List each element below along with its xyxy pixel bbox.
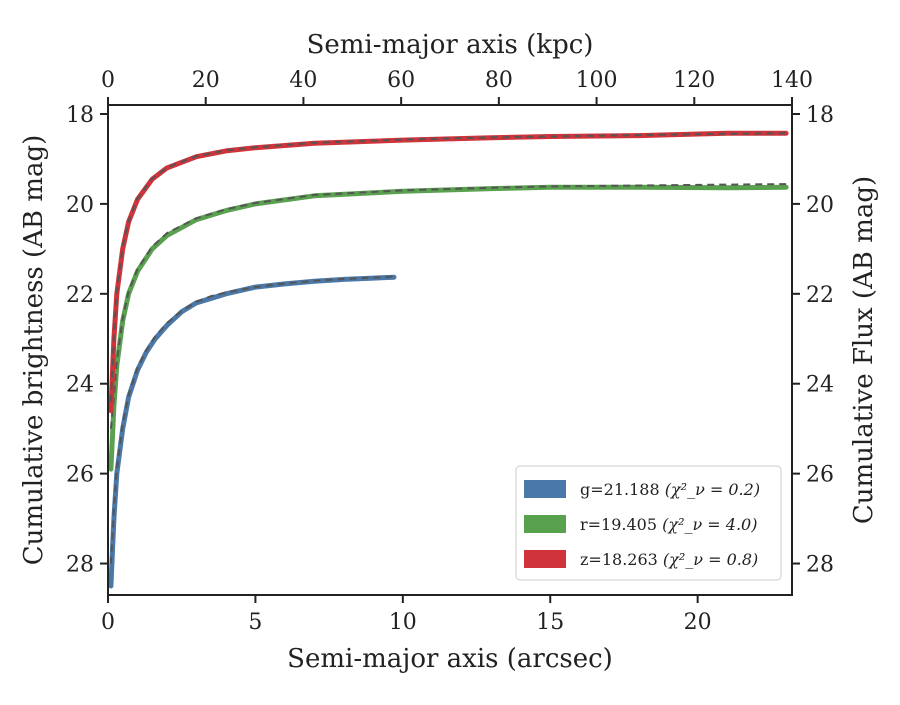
model-line-0 <box>109 275 395 564</box>
x-tick-label: 10 <box>389 610 417 635</box>
top-x-tick-label: 120 <box>673 68 715 93</box>
series-line-1 <box>108 184 789 472</box>
legend-box <box>515 465 782 581</box>
x-tick-label: 5 <box>248 610 262 635</box>
legend-swatch-0 <box>524 480 566 498</box>
model-line-1 <box>109 183 787 429</box>
x-tick-label: 20 <box>684 610 712 635</box>
y-tick-label: 18 <box>66 103 94 128</box>
legend-swatch-2 <box>524 550 566 568</box>
series-line-2 <box>108 130 789 414</box>
y-tick-label: 28 <box>66 553 94 578</box>
x-axis-title: Semi-major axis (arcsec) <box>287 644 613 674</box>
model-line-2 <box>109 132 787 402</box>
top-x-tick-label: 20 <box>192 68 220 93</box>
right-y-tick-label: 28 <box>806 553 834 578</box>
plot-frame <box>107 104 793 596</box>
right-y-tick-label: 22 <box>806 283 834 308</box>
right-y-tick-label: 20 <box>806 193 834 218</box>
top-x-tick-label: 80 <box>485 68 513 93</box>
y-tick-label: 20 <box>66 193 94 218</box>
curves-layer <box>108 130 789 589</box>
legend-swatch-1 <box>524 515 566 533</box>
y-axis-title: Cumulative brightness (AB mag) <box>19 135 49 566</box>
top-x-axis-title: Semi-major axis (kpc) <box>307 30 594 60</box>
ticks-layer: 0 5 10 15 20 0 20 40 60 80 100 120 140 18 18 20 20 22 22 24… <box>66 68 834 635</box>
top-x-tick-label: 40 <box>289 68 317 93</box>
top-x-tick-label: 60 <box>387 68 415 93</box>
top-x-tick-label: 100 <box>576 68 618 93</box>
top-x-tick-label: 0 <box>101 68 115 93</box>
right-y-tick-label: 26 <box>806 463 834 488</box>
right-y-tick-label: 18 <box>806 103 834 128</box>
right-y-axis-title: Cumulative Flux (AB mag) <box>849 176 879 524</box>
x-tick-label: 15 <box>536 610 564 635</box>
legend: g=21.188 (χ²_ν = 0.2) r=19.405 (χ²_ν = 4.… <box>515 465 782 581</box>
y-tick-label: 24 <box>66 373 94 398</box>
legend-label-2: z=18.263 (χ²_ν = 0.8) <box>580 550 758 569</box>
right-y-tick-label: 24 <box>806 373 834 398</box>
x-tick-label: 0 <box>101 610 115 635</box>
top-x-tick-label: 140 <box>771 68 813 93</box>
axes-layer <box>107 104 793 596</box>
y-tick-label: 26 <box>66 463 94 488</box>
legend-label-0: g=21.188 (χ²_ν = 0.2) <box>580 480 760 499</box>
series-line-0 <box>108 274 397 589</box>
y-tick-label: 22 <box>66 283 94 308</box>
legend-label-1: r=19.405 (χ²_ν = 4.0) <box>580 515 757 534</box>
